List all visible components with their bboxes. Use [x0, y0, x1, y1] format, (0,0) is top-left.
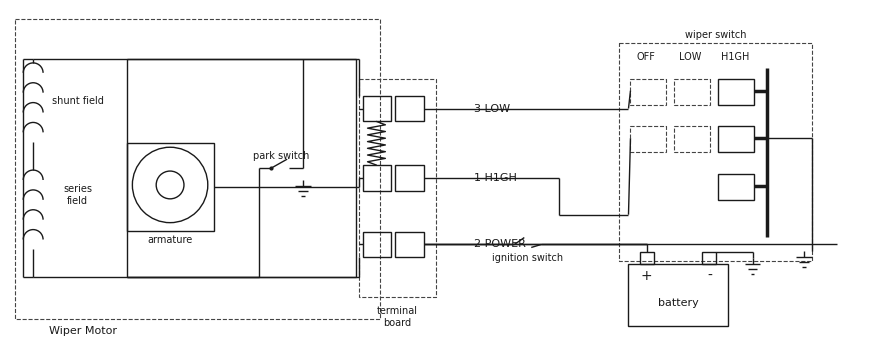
Bar	[127, 143, 213, 231]
Text: wiper switch: wiper switch	[685, 30, 746, 40]
Bar	[395, 232, 424, 257]
Bar	[359, 79, 436, 297]
Text: Wiper Motor: Wiper Motor	[49, 326, 117, 336]
Text: H1GH: H1GH	[721, 52, 750, 62]
Text: 2 POWER: 2 POWER	[474, 240, 525, 250]
Bar	[640, 252, 654, 264]
Bar	[362, 96, 391, 121]
Bar	[362, 232, 391, 257]
Bar	[629, 264, 727, 326]
Text: shunt field: shunt field	[52, 96, 104, 106]
Bar	[718, 174, 753, 200]
Bar	[618, 43, 812, 261]
Text: 3 LOW: 3 LOW	[474, 104, 510, 114]
Bar	[395, 165, 424, 191]
Text: series
field: series field	[64, 184, 92, 206]
Text: 1 H1GH: 1 H1GH	[474, 173, 517, 183]
Bar	[674, 126, 710, 152]
Text: -: -	[707, 269, 712, 283]
Text: ignition switch: ignition switch	[492, 253, 563, 263]
Text: park switch: park switch	[253, 151, 309, 161]
Bar	[718, 79, 753, 105]
Text: terminal
board: terminal board	[377, 306, 418, 328]
Text: +: +	[640, 269, 652, 283]
Bar	[718, 126, 753, 152]
Text: battery: battery	[658, 298, 699, 308]
Bar	[631, 126, 666, 152]
Text: OFF: OFF	[637, 52, 656, 62]
Text: LOW: LOW	[679, 52, 701, 62]
Bar	[395, 96, 424, 121]
Bar	[16, 19, 381, 319]
Bar	[702, 252, 716, 264]
Bar	[674, 79, 710, 105]
Bar	[631, 79, 666, 105]
Bar	[127, 59, 355, 277]
Text: armature: armature	[147, 235, 192, 245]
Bar	[362, 165, 391, 191]
